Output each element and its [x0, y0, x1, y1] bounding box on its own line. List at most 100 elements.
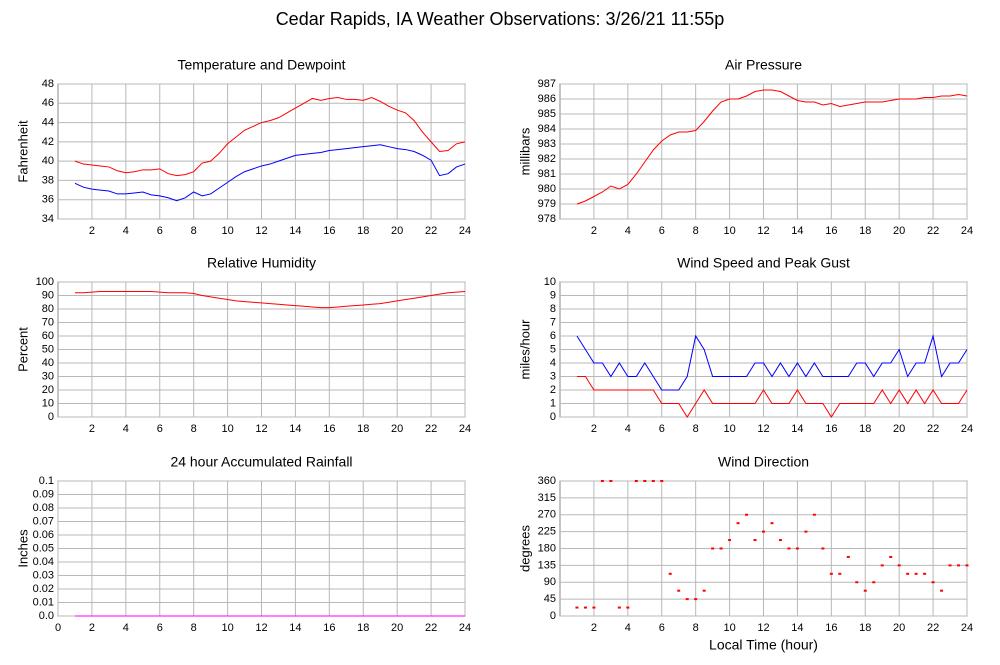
x-tick-label: 16 [323, 622, 335, 634]
data-point [940, 589, 944, 592]
data-point [745, 513, 749, 516]
x-tick-label: 10 [723, 423, 735, 435]
x-tick-label: 8 [693, 423, 699, 435]
x-tick-label: 4 [123, 423, 129, 435]
y-tick-label: 20 [42, 384, 54, 396]
y-tick-label: 0.0 [39, 610, 54, 622]
x-tick-label: 16 [825, 423, 837, 435]
x-tick-label: 6 [659, 423, 665, 435]
data-point [787, 547, 791, 550]
data-point [804, 530, 808, 533]
x-axis-label: Local Time (hour) [709, 637, 818, 653]
data-point [600, 480, 604, 482]
x-tick-label: 18 [357, 622, 369, 634]
y-tick-label: 0.08 [33, 502, 54, 514]
x-tick-label: 20 [893, 423, 905, 435]
panel-title: Air Pressure [725, 57, 802, 73]
data-point [846, 555, 850, 558]
data-line [74, 144, 466, 202]
x-tick-label: 8 [693, 622, 699, 634]
data-point [863, 589, 867, 592]
y-axis-label: Percent [15, 327, 30, 372]
x-tick-label: 4 [123, 225, 129, 237]
y-tick-label: 180 [538, 542, 556, 554]
data-point [872, 581, 876, 584]
y-tick-label: 979 [538, 198, 556, 210]
y-axis-label: Fahrenheit [15, 120, 30, 183]
x-tick-label: 16 [825, 622, 837, 634]
x-tick-label: 24 [961, 423, 973, 435]
data-point [948, 564, 952, 567]
y-tick-label: 40 [42, 357, 54, 369]
data-line [576, 334, 968, 391]
y-tick-label: 982 [538, 153, 556, 165]
data-point [643, 480, 647, 482]
y-tick-label: 50 [42, 343, 54, 355]
x-tick-label: 24 [459, 622, 471, 634]
x-tick-label: 22 [927, 622, 939, 634]
y-tick-label: 978 [538, 213, 556, 225]
data-point [668, 572, 672, 575]
y-tick-label: 1 [550, 397, 556, 409]
x-tick-label: 12 [757, 622, 769, 634]
panel-title: 24 hour Accumulated Rainfall [170, 454, 352, 470]
x-tick-label: 12 [757, 423, 769, 435]
data-point [626, 606, 630, 609]
data-point [770, 522, 774, 525]
x-tick-label: 20 [391, 622, 403, 634]
x-tick-label: 8 [191, 622, 197, 634]
x-tick-label: 2 [89, 423, 95, 435]
y-tick-label: 0 [550, 411, 556, 423]
x-tick-label: 8 [191, 423, 197, 435]
x-tick-label: 24 [459, 225, 471, 237]
data-point [753, 539, 757, 542]
y-tick-label: 38 [42, 174, 54, 186]
page-title: Cedar Rapids, IA Weather Observations: 3… [276, 9, 725, 29]
x-tick-label: 10 [723, 225, 735, 237]
y-tick-label: 0 [550, 610, 556, 622]
y-tick-label: 987 [538, 78, 556, 90]
x-tick-label: 2 [89, 622, 95, 634]
x-tick-label: 8 [191, 225, 197, 237]
y-tick-label: 2 [550, 384, 556, 396]
y-tick-label: 45 [544, 593, 556, 605]
y-tick-label: 985 [538, 108, 556, 120]
y-tick-label: 46 [42, 97, 54, 109]
data-point [838, 572, 842, 575]
y-tick-label: 360 [538, 475, 556, 487]
y-tick-label: 0.04 [33, 556, 54, 568]
y-tick-label: 0.01 [33, 596, 54, 608]
y-tick-label: 0.09 [33, 488, 54, 500]
y-tick-label: 225 [538, 526, 556, 538]
x-tick-label: 2 [591, 622, 597, 634]
y-tick-label: 270 [538, 509, 556, 521]
x-tick-label: 20 [893, 622, 905, 634]
x-tick-label: 10 [221, 225, 233, 237]
y-tick-label: 984 [538, 123, 556, 135]
x-tick-label: 24 [961, 225, 973, 237]
x-tick-label: 10 [723, 622, 735, 634]
x-tick-label: 2 [591, 225, 597, 237]
y-tick-label: 0.06 [33, 529, 54, 541]
x-tick-label: 16 [825, 225, 837, 237]
y-tick-label: 80 [42, 303, 54, 315]
data-point [923, 572, 927, 575]
data-point [694, 598, 698, 601]
y-tick-label: 42 [42, 136, 54, 148]
data-point [634, 480, 638, 482]
data-point [914, 572, 918, 575]
y-tick-label: 0.1 [39, 475, 54, 487]
data-point [855, 581, 859, 584]
y-tick-label: 983 [538, 138, 556, 150]
y-tick-label: 4 [550, 357, 556, 369]
x-tick-label: 12 [255, 423, 267, 435]
data-point [880, 564, 884, 567]
y-tick-label: 34 [42, 213, 54, 225]
y-tick-label: 0.03 [33, 569, 54, 581]
x-tick-label: 4 [123, 622, 129, 634]
data-point [889, 555, 893, 558]
x-tick-label: 16 [323, 225, 335, 237]
panel-title: Relative Humidity [207, 255, 316, 271]
y-tick-label: 0.02 [33, 583, 54, 595]
panel-title: Temperature and Dewpoint [177, 57, 345, 73]
